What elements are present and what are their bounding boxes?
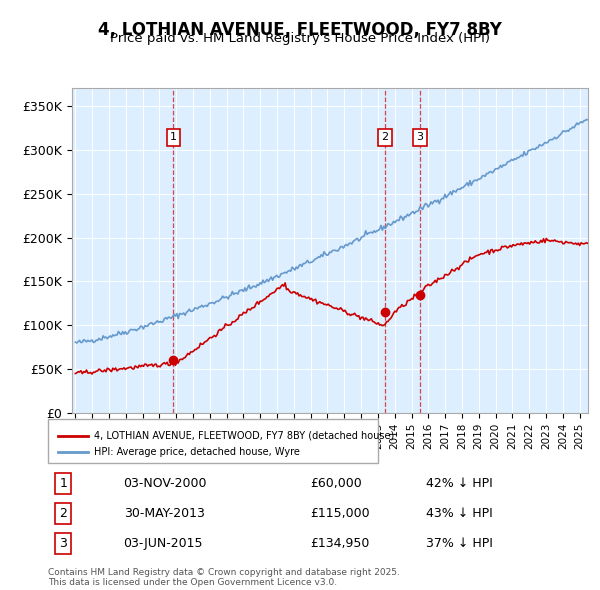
Text: £60,000: £60,000 [310, 477, 362, 490]
Text: 03-NOV-2000: 03-NOV-2000 [124, 477, 207, 490]
Text: 1: 1 [59, 477, 67, 490]
Text: £134,950: £134,950 [310, 537, 370, 550]
Text: 1: 1 [170, 132, 177, 142]
Text: 4, LOTHIAN AVENUE, FLEETWOOD, FY7 8BY (detached house): 4, LOTHIAN AVENUE, FLEETWOOD, FY7 8BY (d… [94, 431, 394, 441]
FancyBboxPatch shape [48, 419, 378, 463]
Text: 42% ↓ HPI: 42% ↓ HPI [426, 477, 493, 490]
Text: 03-JUN-2015: 03-JUN-2015 [124, 537, 203, 550]
Text: 37% ↓ HPI: 37% ↓ HPI [426, 537, 493, 550]
Text: 2: 2 [59, 507, 67, 520]
Text: 3: 3 [59, 537, 67, 550]
Text: HPI: Average price, detached house, Wyre: HPI: Average price, detached house, Wyre [94, 447, 300, 457]
Text: 3: 3 [416, 132, 424, 142]
Text: 30-MAY-2013: 30-MAY-2013 [124, 507, 205, 520]
Text: Price paid vs. HM Land Registry's House Price Index (HPI): Price paid vs. HM Land Registry's House … [110, 32, 490, 45]
Text: 43% ↓ HPI: 43% ↓ HPI [426, 507, 493, 520]
Text: 2: 2 [382, 132, 388, 142]
Text: Contains HM Land Registry data © Crown copyright and database right 2025.
This d: Contains HM Land Registry data © Crown c… [48, 568, 400, 587]
Text: £115,000: £115,000 [310, 507, 370, 520]
Text: 4, LOTHIAN AVENUE, FLEETWOOD, FY7 8BY: 4, LOTHIAN AVENUE, FLEETWOOD, FY7 8BY [98, 21, 502, 39]
